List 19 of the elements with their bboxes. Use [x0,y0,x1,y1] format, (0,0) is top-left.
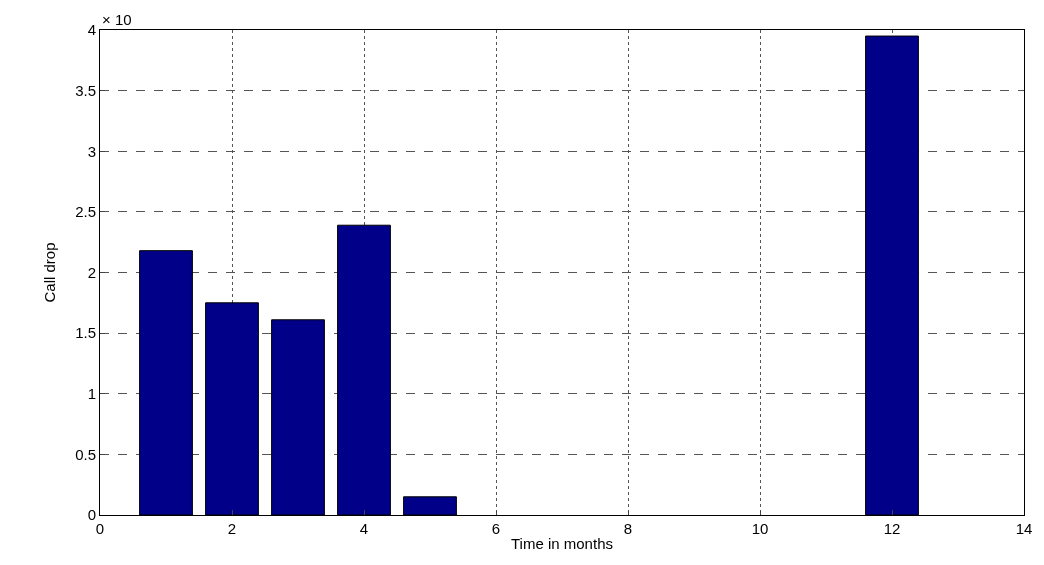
x-axis-title: Time in months [511,535,613,552]
x-tick-label: 4 [359,520,369,537]
x-tick-label: 2 [227,520,237,537]
y-tick-label: 1 [87,385,96,402]
y-tick-label: 3 [87,142,96,160]
y-axis-title: Call drop [41,242,59,303]
text: × 10 [102,11,132,28]
y-tick-label: 3.5 [75,81,96,99]
y-tick-label: 2 [87,263,96,281]
y-tick-label: 1.5 [75,324,96,342]
y-tick-label: 0.5 [75,445,96,463]
x-tick-label: 12 [883,520,901,537]
x-tick-label: 10 [751,520,769,537]
x-tick-label: 6 [491,520,501,537]
x-tick-label: 14 [1015,520,1033,537]
x-tick-label: 8 [623,520,633,537]
y-tick-label: 2.5 [75,203,96,221]
y-tick-label: 4 [87,21,96,39]
y-tick-label: 0 [87,506,96,524]
